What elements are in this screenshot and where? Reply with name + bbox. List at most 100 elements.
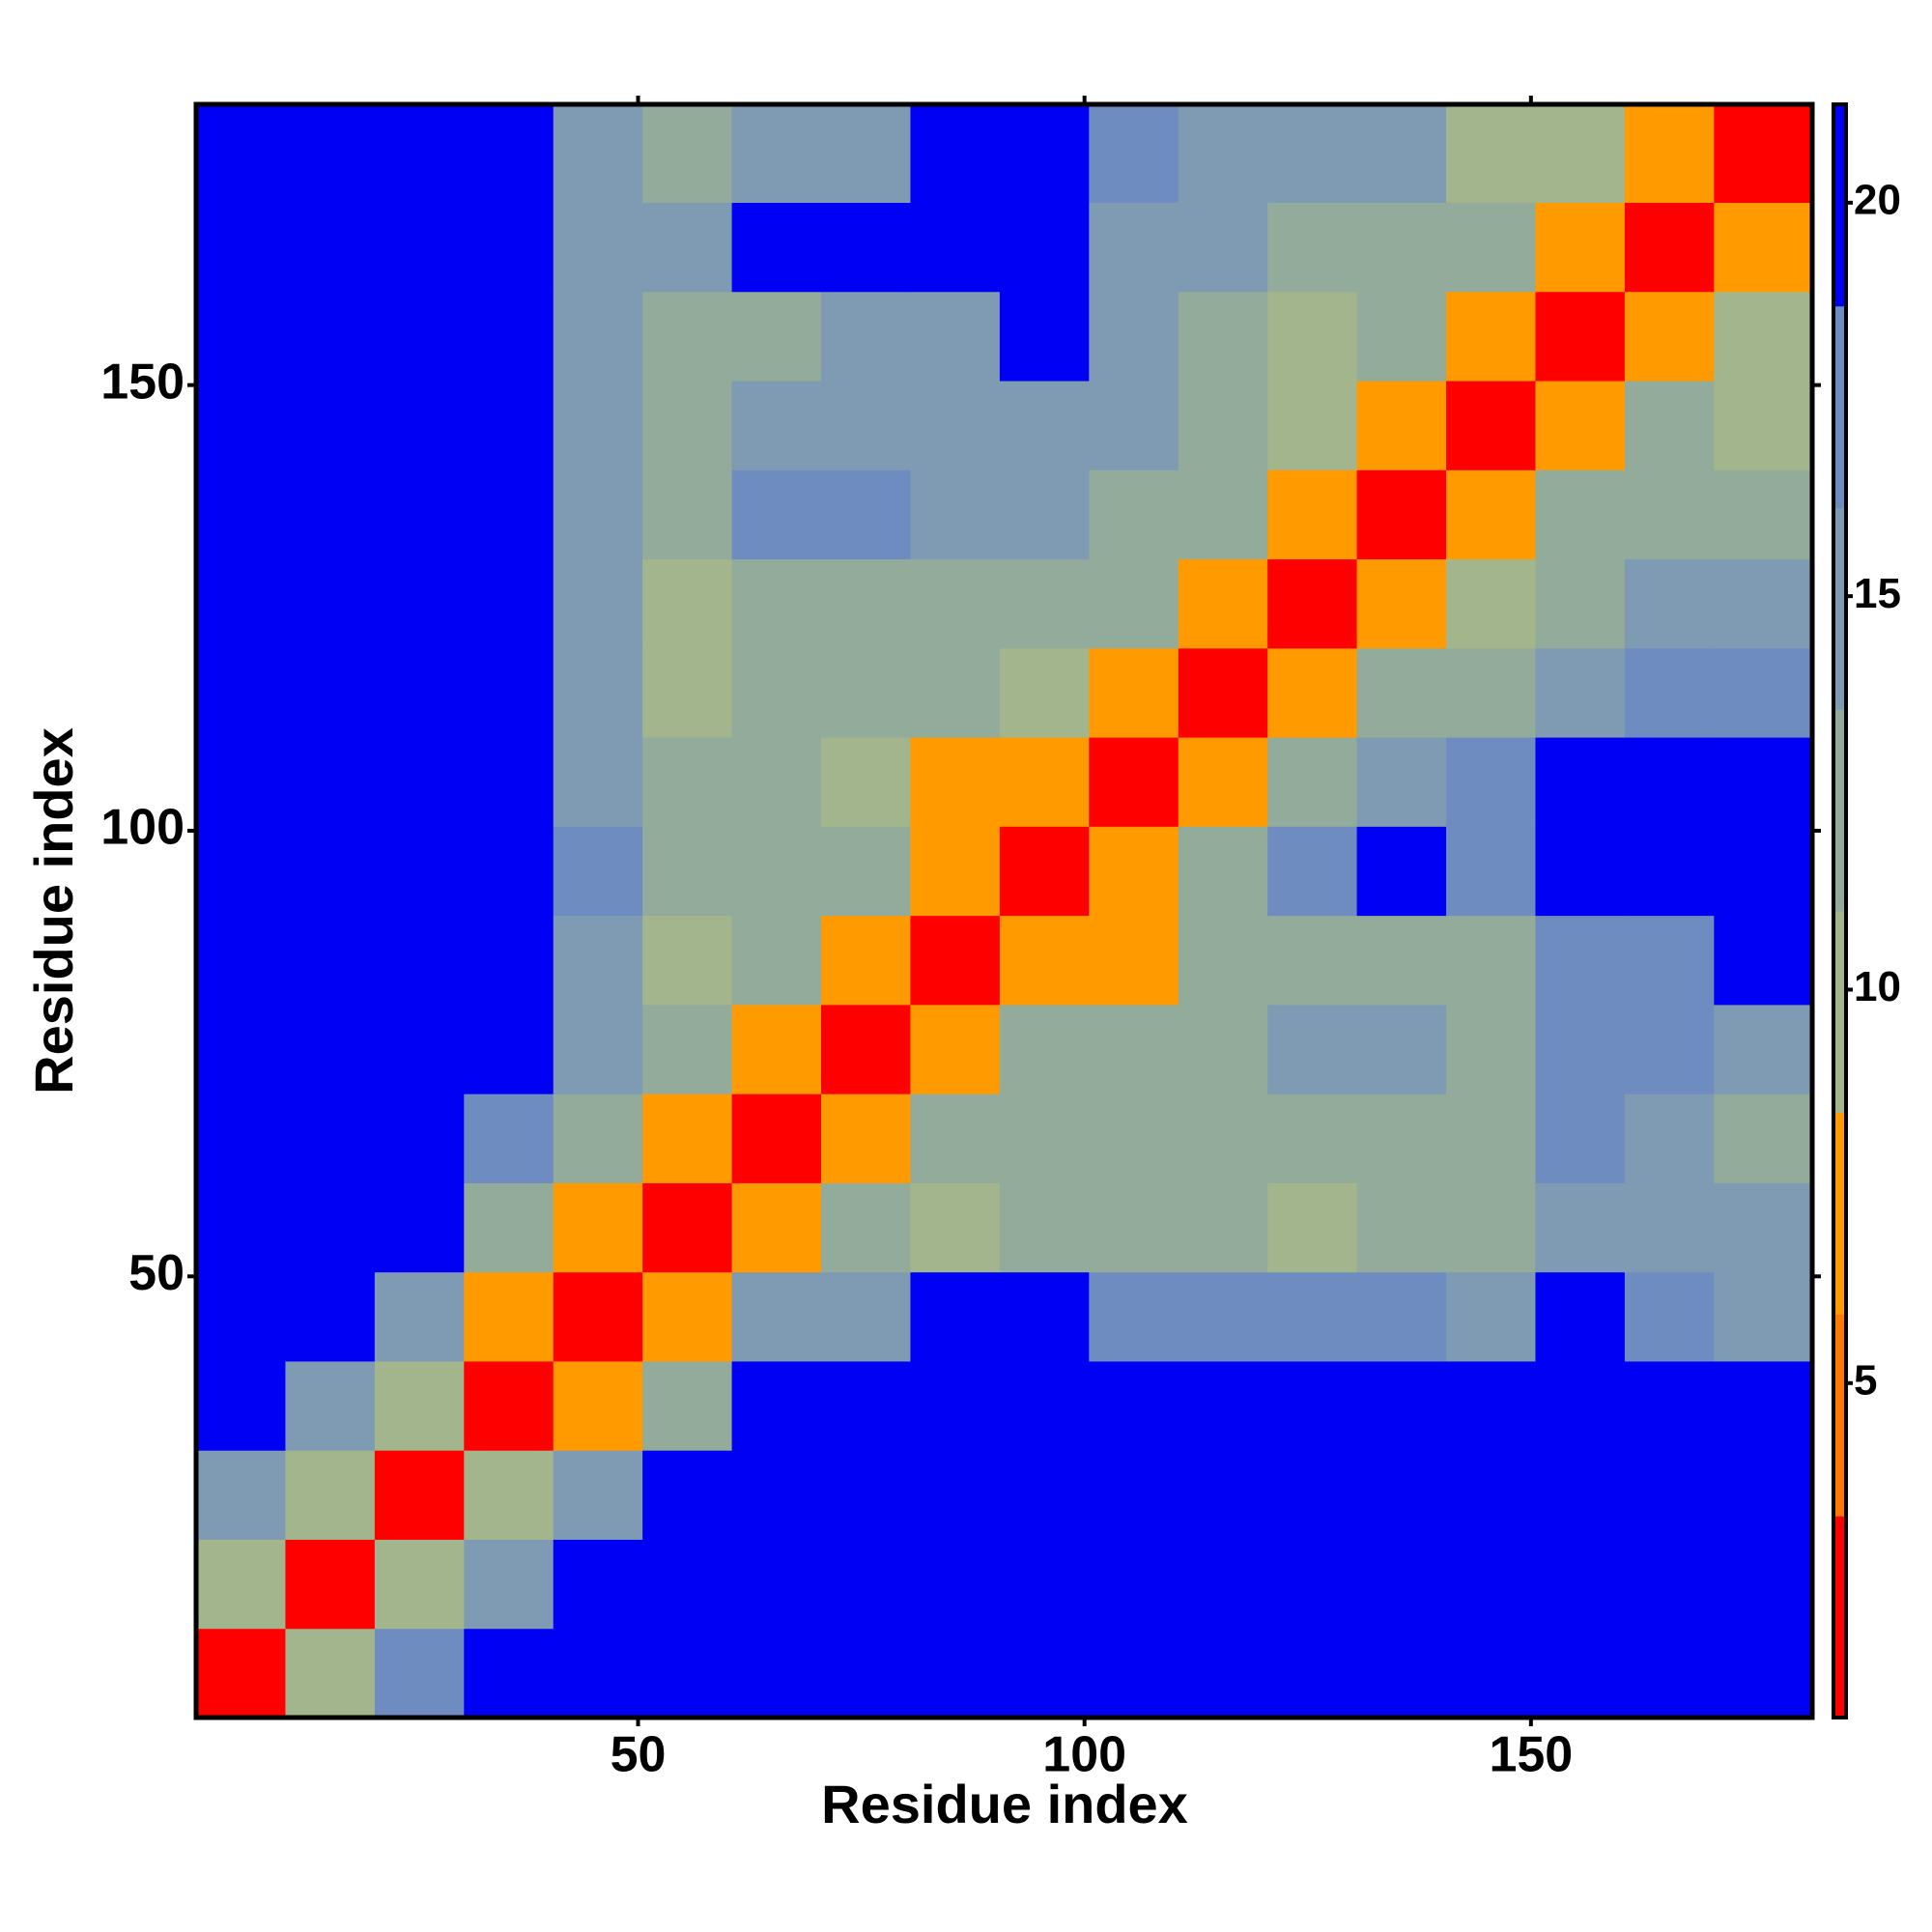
heatmap-cell	[464, 291, 554, 382]
heatmap-cell	[731, 826, 822, 917]
heatmap-cell	[821, 202, 911, 293]
heatmap-cell	[1624, 291, 1715, 382]
heatmap-cell	[821, 1539, 911, 1630]
y-tick-label: 150	[100, 354, 185, 410]
heatmap-cell	[1089, 1628, 1179, 1719]
heatmap-cell	[1624, 1182, 1715, 1273]
heatmap-cell	[285, 1182, 376, 1273]
heatmap-cell	[1624, 647, 1715, 738]
heatmap-cell	[1178, 1539, 1268, 1630]
heatmap-cell	[642, 737, 733, 827]
heatmap-cell	[1535, 1094, 1626, 1183]
heatmap-cell	[1446, 1360, 1536, 1451]
heatmap-cell	[821, 915, 911, 1006]
heatmap-cell	[1267, 104, 1358, 203]
heatmap-cell	[999, 1450, 1090, 1540]
heatmap-cell	[1624, 1094, 1715, 1183]
heatmap-cell	[196, 469, 286, 560]
heatmap-cell	[285, 104, 376, 203]
colorbar-band	[1833, 911, 1846, 1114]
heatmap-cell	[821, 1360, 911, 1451]
heatmap-cell	[1714, 1094, 1813, 1183]
heatmap-cell	[731, 291, 822, 382]
heatmap-cell	[285, 1539, 376, 1630]
heatmap-cell	[731, 1450, 822, 1540]
heatmap-cell	[1714, 104, 1813, 203]
heatmap-cell	[731, 1094, 822, 1183]
heatmap-cell	[1535, 202, 1626, 293]
heatmap-cell	[1714, 202, 1813, 293]
heatmap-cell	[1356, 1004, 1447, 1094]
heatmap-cell	[642, 558, 733, 649]
heatmap-cell	[285, 1004, 376, 1094]
heatmap-cell	[1267, 469, 1358, 560]
heatmap-cell	[374, 381, 465, 470]
heatmap-cell	[1624, 915, 1715, 1006]
heatmap-cell	[196, 104, 286, 203]
heatmap-cell	[1356, 1539, 1447, 1630]
heatmap-cell	[1089, 1182, 1179, 1273]
heatmap-cell	[1446, 558, 1536, 649]
heatmap-cell	[553, 381, 643, 470]
heatmap-cell	[642, 915, 733, 1006]
heatmap-cell	[731, 1628, 822, 1719]
heatmap-cell	[1267, 1004, 1358, 1094]
heatmap-cell	[1178, 1182, 1268, 1273]
heatmap-cell	[464, 104, 554, 203]
heatmap-cell	[1714, 737, 1813, 827]
heatmap-cell	[1714, 1360, 1813, 1451]
heatmap-cell	[1356, 737, 1447, 827]
y-axis-title: Residue index	[23, 727, 84, 1094]
heatmap-cell	[1535, 647, 1626, 738]
heatmap-cell	[1624, 1539, 1715, 1630]
heatmap-cell	[1089, 1539, 1179, 1630]
heatmap-cell	[999, 381, 1090, 470]
heatmap-cell	[196, 1004, 286, 1094]
heatmap-cell	[821, 1271, 911, 1362]
heatmap-cell	[1714, 647, 1813, 738]
heatmap-cell	[731, 1539, 822, 1630]
heatmap-cell	[1356, 647, 1447, 738]
heatmap-cell	[731, 104, 822, 203]
heatmap-cell	[1446, 737, 1536, 827]
heatmap-cell	[910, 291, 1001, 382]
heatmap-cell	[1178, 558, 1268, 649]
heatmap-cell	[821, 826, 911, 917]
heatmap-cell	[374, 558, 465, 649]
heatmap-cell	[1535, 381, 1626, 470]
heatmap-cell	[642, 1360, 733, 1451]
heatmap-cell	[821, 291, 911, 382]
heatmap-cell	[1267, 1539, 1358, 1630]
colorbar-tick-label: 15	[1854, 570, 1901, 617]
heatmap-cell	[553, 1450, 643, 1540]
heatmap-cell	[731, 1360, 822, 1451]
heatmap-cell	[731, 647, 822, 738]
heatmap-cell	[821, 737, 911, 827]
heatmap-cell	[821, 647, 911, 738]
heatmap-cell	[999, 826, 1090, 917]
heatmap-cell	[1446, 826, 1536, 917]
heatmap-cell	[1446, 1004, 1536, 1094]
heatmap-cell	[1089, 1004, 1179, 1094]
heatmap-cell	[374, 1450, 465, 1540]
heatmap-cell	[553, 291, 643, 382]
heatmap-cell	[910, 381, 1001, 470]
heatmap-cell	[553, 104, 643, 203]
colorbar-tick-label: 5	[1854, 1356, 1877, 1404]
heatmap-cell	[821, 1004, 911, 1094]
heatmap-cell	[1446, 104, 1536, 203]
heatmap-cell	[1624, 1360, 1715, 1451]
heatmap-cell	[464, 1271, 554, 1362]
heatmap-cell	[464, 1182, 554, 1273]
heatmap-cell	[910, 558, 1001, 649]
heatmap-cell	[642, 1182, 733, 1273]
heatmap-cell	[731, 202, 822, 293]
colorbar-band	[1833, 1516, 1846, 1719]
heatmap-cell	[1446, 469, 1536, 560]
heatmap-cell	[1624, 202, 1715, 293]
heatmap-cell	[1356, 1450, 1447, 1540]
heatmap-cell	[1624, 558, 1715, 649]
heatmap-cell	[1446, 1271, 1536, 1362]
heatmap-cell	[1178, 1628, 1268, 1719]
